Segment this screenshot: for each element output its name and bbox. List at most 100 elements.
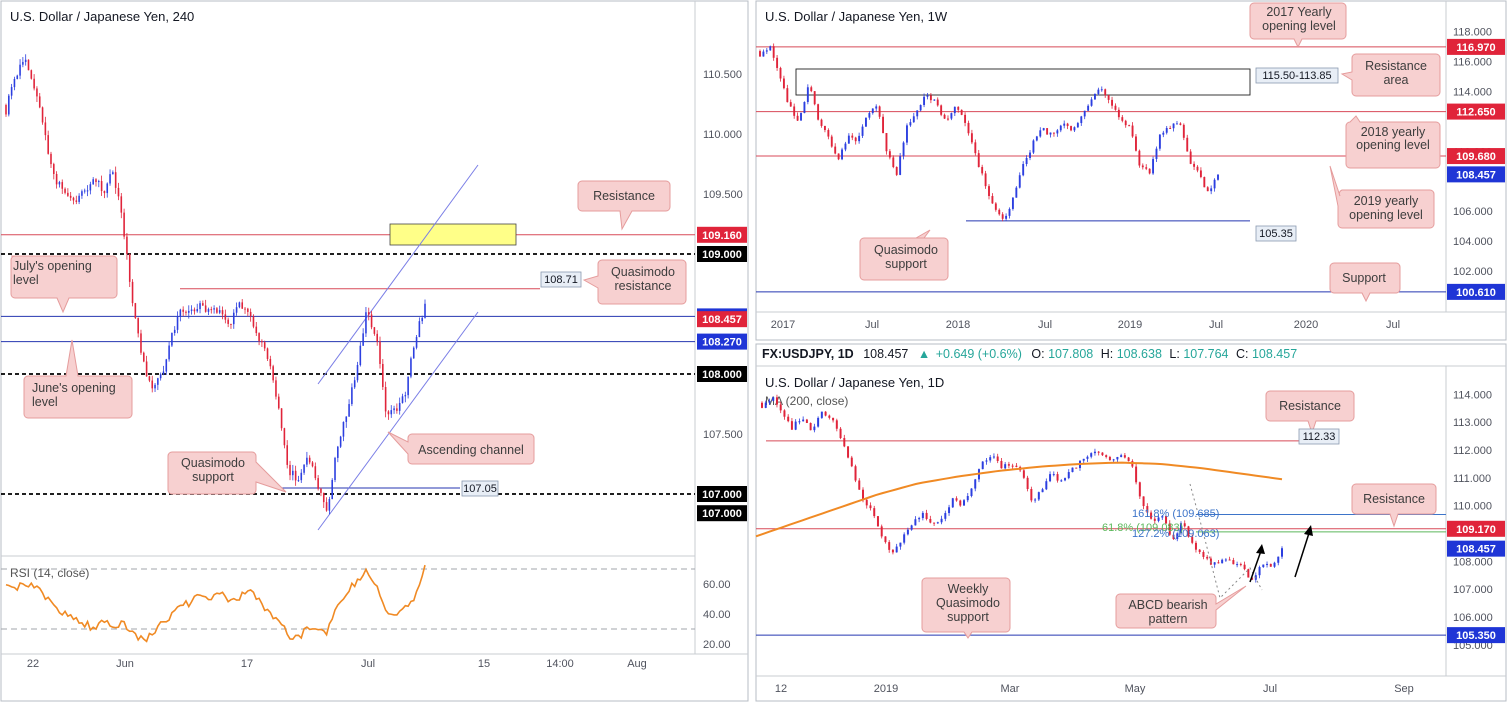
w-candle-body [1008,208,1011,216]
w-candle-body [834,146,837,154]
d-candle-body [805,419,808,423]
h4-candle-body [224,314,227,320]
h4-candle-body [173,329,176,334]
h4-price-tag-label-3: 108.457 [702,314,742,326]
h4-candle-body [308,457,311,463]
w-candle-body [936,99,939,106]
d-candle-body [1194,542,1197,550]
weekly-panel-border [755,0,1507,341]
d-candle-body [847,446,850,458]
h4-rsi: 60.00 40.00 20.00 RSI (14, close) [1,564,731,651]
h4-candle-body [218,310,221,313]
w-candle-body [1029,152,1031,158]
daily-arrow-one [1249,547,1263,583]
h4-candle-body [16,75,19,79]
w-price-tag-0 [1447,38,1505,55]
h4-price-tags: 109.160109.000108.480108.457108.270108.0… [697,226,747,522]
h4-tag-qm-support: 107.05 [461,480,499,497]
w-price-tag-label-1: 112.650 [1456,107,1495,119]
h4-candle-body [275,380,277,397]
w-candle-body [1196,166,1199,171]
w-candle-body [1141,165,1144,168]
w-candle-body [1063,123,1066,126]
h4-candle-body [227,319,229,324]
d-candle-body [1056,474,1059,481]
h4-x-tick-0: 22 [27,658,39,670]
d-candle-body [1247,569,1250,578]
w-candle-body [994,203,997,210]
daily-callout-resistance-top: Resistance [1265,390,1355,435]
weekly-x-tick-7: Jul [1386,319,1400,331]
h4-candle-body [50,153,52,165]
w-candle-body [1148,168,1151,174]
h4-candle-body [179,309,182,317]
d-candle-body [1187,526,1190,537]
h4-rsi-tick-0: 60.00 [703,579,731,591]
h4-candle-body [199,303,201,310]
w-candle-body [827,130,830,137]
weekly-x-tick-4: 2019 [1118,319,1142,331]
h4-x-tick-1: Jun [116,658,134,670]
h4-candle-body [412,347,415,359]
w-candle-body [929,95,932,101]
daily-price-axis: 114.000 113.000 112.000 111.000 110.000 108.0… [1453,389,1493,652]
w-candle-body [1094,93,1096,100]
h4-price-tag-label-6: 107.000 [702,489,742,501]
d-candle-body [955,498,958,501]
w-candle-body [1169,128,1172,130]
w-candle-body [871,108,874,114]
h4-callout-ascending-channel-text: Ascending channel [418,443,524,457]
d-candle-body [1123,455,1126,458]
d-candle-body [1093,451,1096,454]
d-candle-body [1146,506,1149,513]
daily-x-tick-0: 12 [775,683,787,695]
w-candle-body [772,46,775,58]
h4-candle-body [13,78,16,88]
d-candle-body [1258,567,1261,576]
h4-candle-body [339,436,342,447]
d-candle-body [1228,559,1231,561]
d-candle-body [828,415,831,418]
w-price-tag-label-3: 108.457 [1456,169,1496,181]
w-candle-body [1070,126,1072,131]
w-candle-body [1066,123,1069,127]
d-candle-body [779,404,782,411]
w-candle-body [998,209,1001,215]
h4-candle-body [280,408,283,429]
w-candle-body [1025,157,1028,165]
w-candle-body [1100,89,1103,91]
h4-callout-july-open: July's opening level [10,255,118,314]
d-candle-body [918,518,921,520]
w-candle-body [841,149,843,160]
h4-candle-body [86,190,89,192]
d-candle-body [1086,456,1089,459]
h4-candle-body [334,457,336,480]
h4-candle-body [24,59,27,63]
d-candle-body [761,402,763,408]
h4-candle-body [27,59,30,71]
w-y-tick-5: 104.000 [1453,236,1493,248]
daily-abcd-pattern-dotted [1189,483,1263,599]
d-candle-body [1172,534,1175,540]
w-candle-body [1182,124,1185,138]
svg-text:FX:USDJPY, 1D 108.457: FX:USDJPY, 1D 108.457 ▲ +0.649 (+0.6%) O… [762,347,1297,361]
h4-candle-body [286,445,289,465]
d-candle-body [1112,459,1115,461]
h4-callout-qm-support: Quasimodo support [167,451,287,495]
d-candle-body [794,421,797,430]
h4-candle-body [241,302,244,309]
h4-price-tag-7 [697,505,747,522]
d-price-tag-2 [1447,627,1505,644]
h4-candle-body [190,309,193,311]
w-y-tick-4: 106.000 [1453,206,1493,218]
w-candle-body [1049,132,1052,135]
w-candle-body [1117,109,1120,118]
d-candle-body [768,400,771,403]
h4-candle-body [204,305,207,312]
w-candle-body [1087,105,1090,111]
d-candle-body [850,457,853,467]
weekly-callout-2018: 2018 yearly opening level [1345,115,1441,169]
daily-header-symbol: FX:USDJPY, 1D [762,347,854,361]
h4-candle-body [384,387,387,412]
daily-header-low: 107.764 [1183,347,1228,361]
